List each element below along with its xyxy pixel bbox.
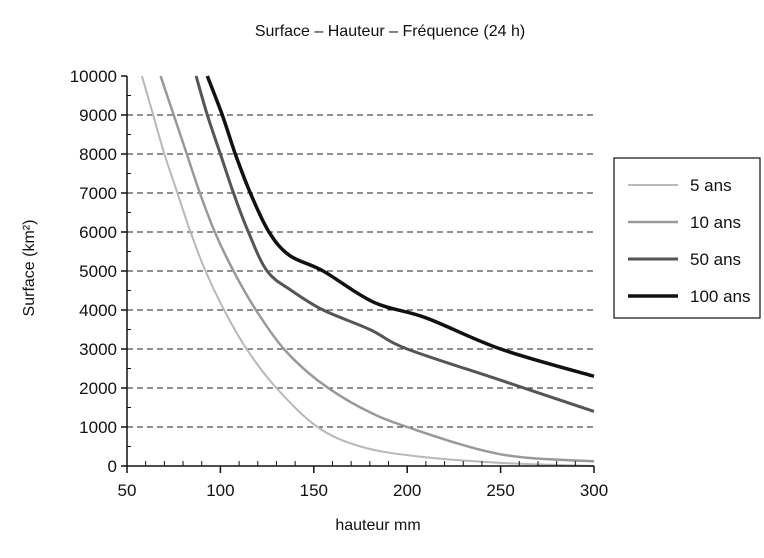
legend-label-4: 100 ans <box>690 287 751 306</box>
y-tick-label-7000: 7000 <box>79 184 117 203</box>
series-line-2 <box>159 75 595 463</box>
legend-label-1: 5 ans <box>690 176 732 195</box>
chart-title: Surface – Hauteur – Fréquence (24 h) <box>255 23 525 40</box>
legend: 5 ans 10 ans 50 ans 100 ans <box>613 157 761 319</box>
x-axis-title: hauteur mm <box>335 517 420 534</box>
series-line-1 <box>140 75 595 467</box>
y-tick-label-0: 0 <box>108 457 117 476</box>
y-tick-label-8000: 8000 <box>79 145 117 164</box>
axes <box>121 75 595 473</box>
y-tick-label-1000: 1000 <box>79 418 117 437</box>
grid-lines <box>127 114 594 428</box>
y-axis-title: Surface (km²) <box>21 220 38 317</box>
x-tick-label-300: 300 <box>580 481 608 500</box>
x-tick-label-200: 200 <box>393 481 421 500</box>
x-tick-label-150: 150 <box>300 481 328 500</box>
y-tick-label-4000: 4000 <box>79 301 117 320</box>
y-tick-labels: 0 1000 2000 3000 4000 5000 6000 7000 8000 9000 100… <box>70 67 117 476</box>
y-tick-label-2000: 2000 <box>79 379 117 398</box>
x-tick-labels: 50 100 150 200 250 300 <box>118 481 609 500</box>
y-tick-label-5000: 5000 <box>79 262 117 281</box>
legend-label-3: 50 ans <box>690 250 741 269</box>
x-tick-label-50: 50 <box>118 481 137 500</box>
series-layer <box>140 75 595 467</box>
y-tick-label-9000: 9000 <box>79 106 117 125</box>
y-tick-label-10000: 10000 <box>70 67 117 86</box>
y-tick-label-6000: 6000 <box>79 223 117 242</box>
legend-label-2: 10 ans <box>690 213 741 232</box>
x-tick-label-100: 100 <box>206 481 234 500</box>
series-line-4 <box>205 75 595 378</box>
y-tick-label-3000: 3000 <box>79 340 117 359</box>
series-line-3 <box>194 75 595 413</box>
x-tick-label-250: 250 <box>486 481 514 500</box>
